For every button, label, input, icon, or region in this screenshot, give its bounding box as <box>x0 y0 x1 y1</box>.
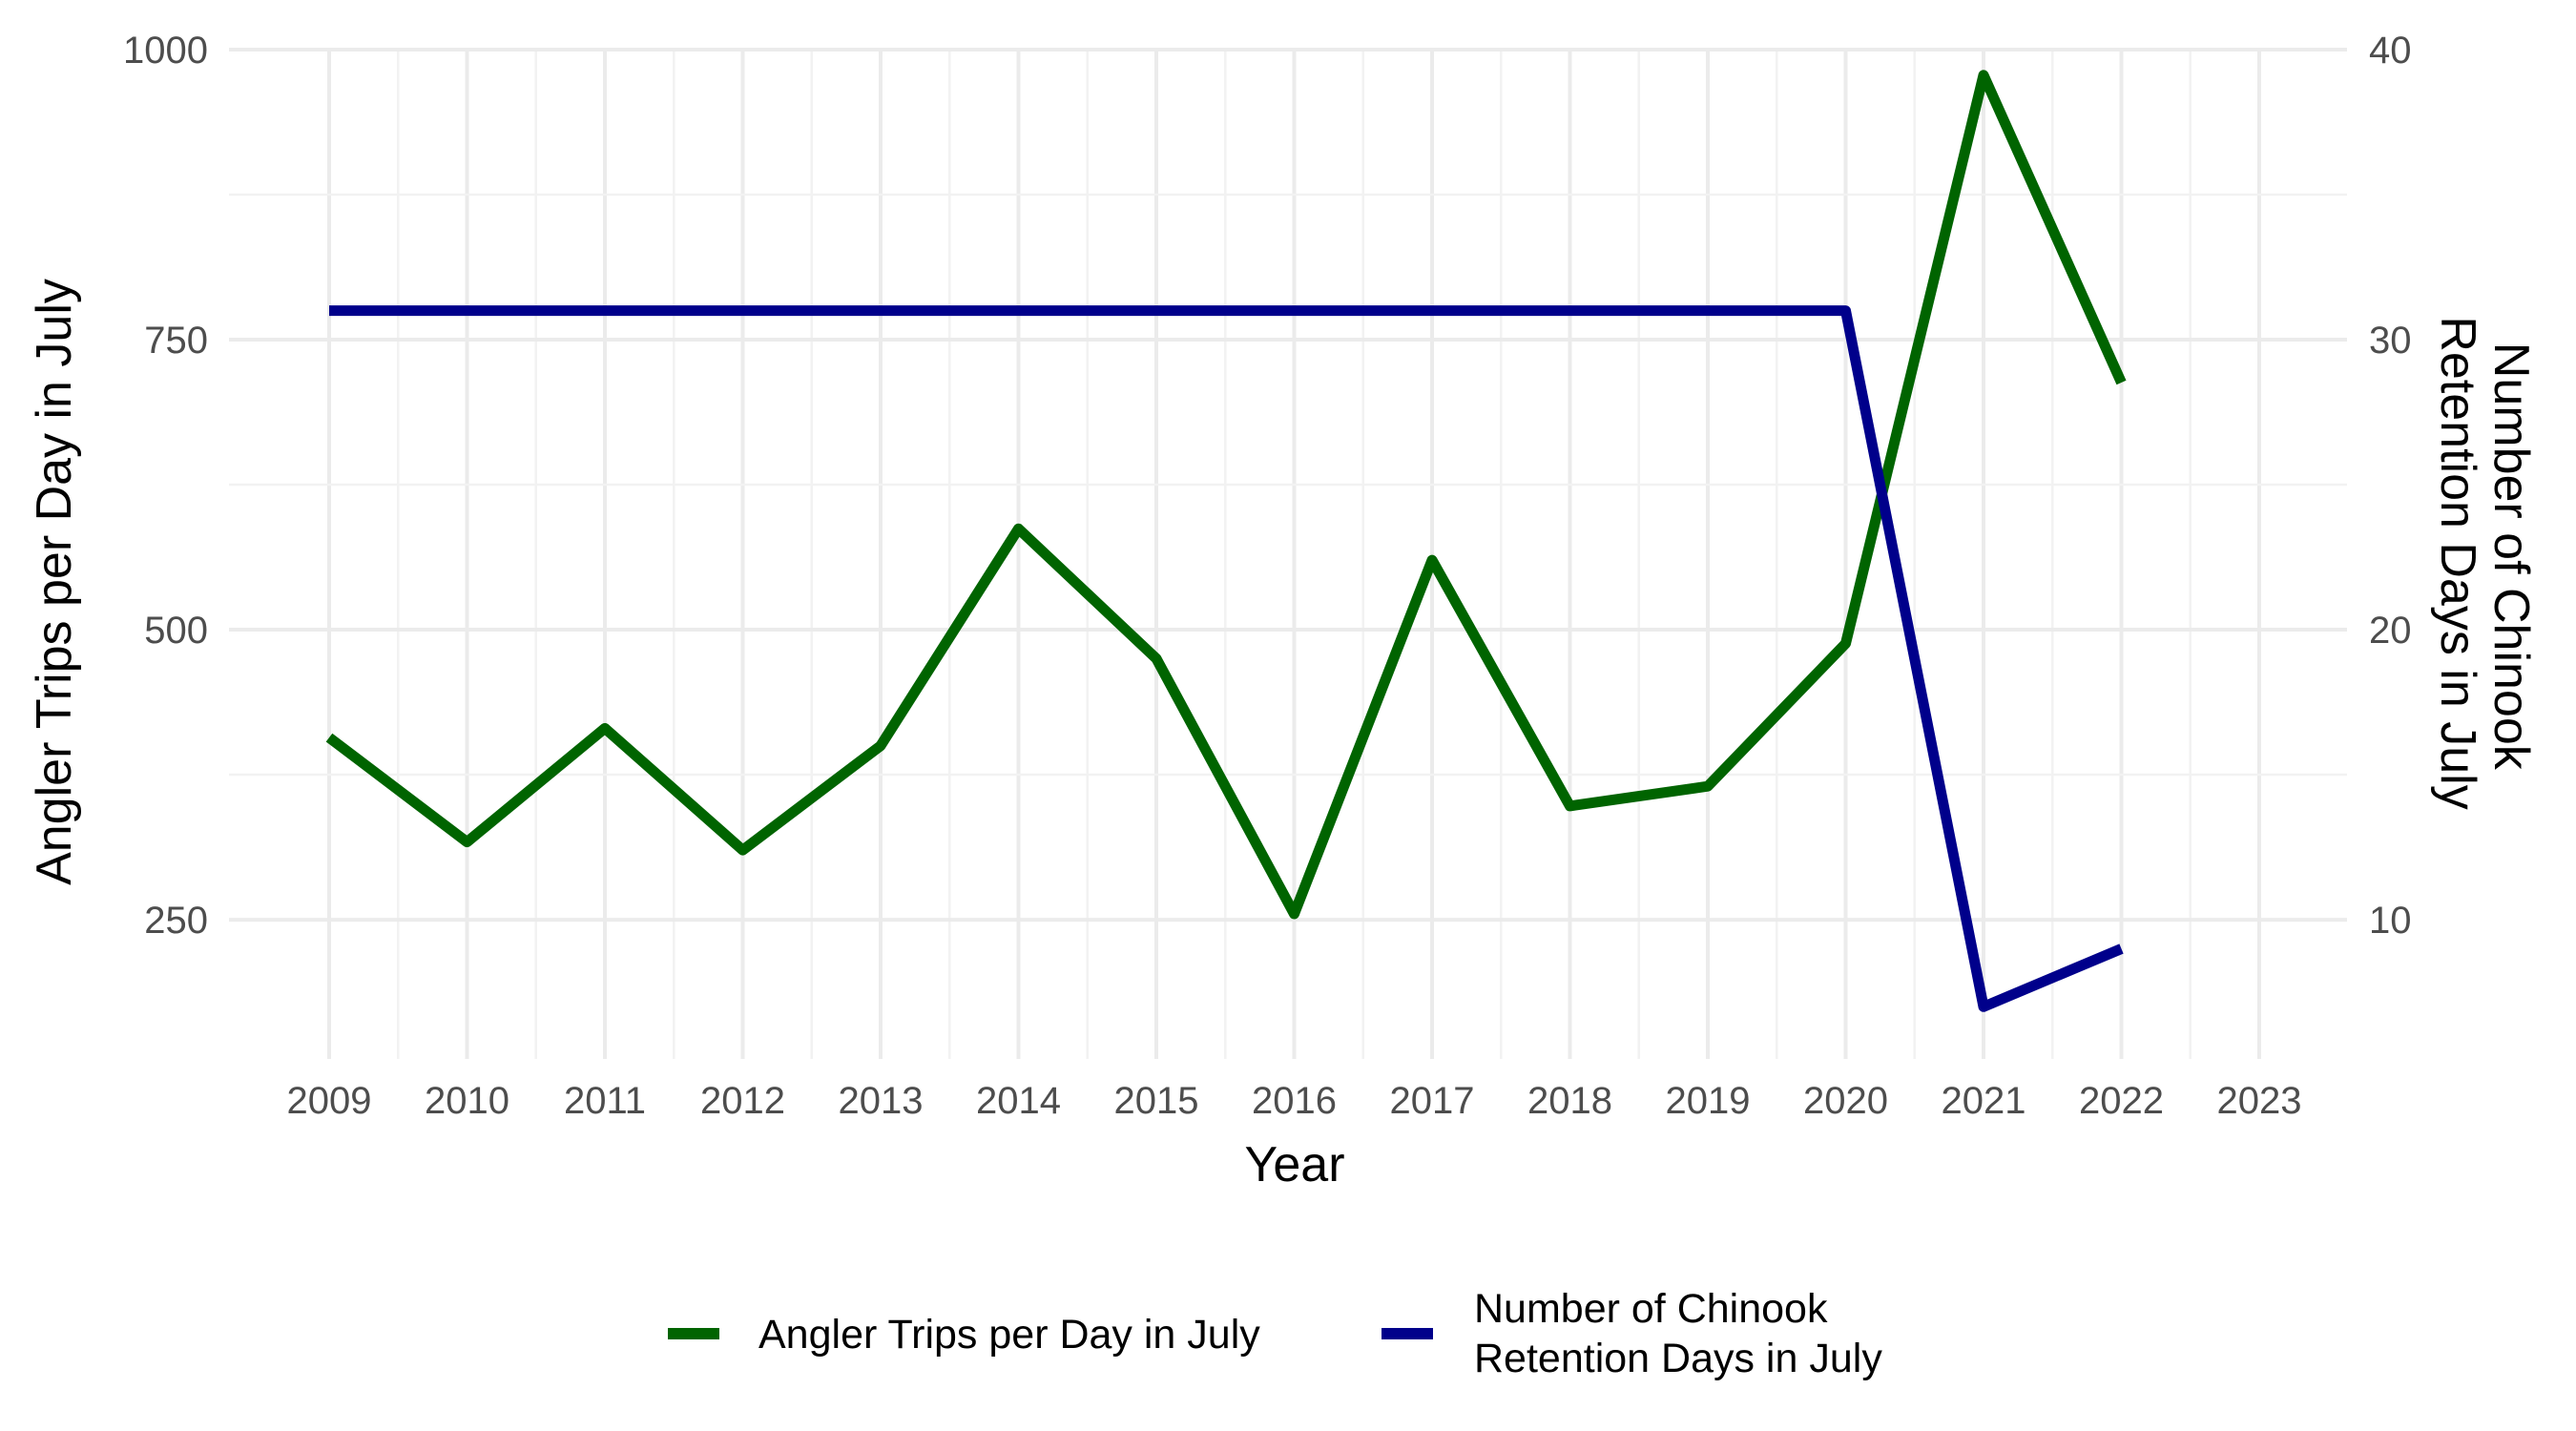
series-line-retention-days <box>329 305 2124 1012</box>
x-tick-label: 2013 <box>839 1080 924 1122</box>
legend-item-angler-trips: Angler Trips per Day in July <box>668 1312 1260 1358</box>
x-tick-label: 2011 <box>564 1080 646 1122</box>
legend-label-retention-days-line-2: Retention Days in July <box>1474 1336 1882 1381</box>
y-right-tick-label: 20 <box>2369 610 2412 652</box>
y-left-tick-label: 500 <box>144 610 208 652</box>
y-right-tick-label: 10 <box>2369 900 2412 942</box>
y-right-tick-label: 40 <box>2369 30 2412 72</box>
x-tick-label: 2010 <box>425 1080 509 1122</box>
legend-label-angler-trips: Angler Trips per Day in July <box>758 1312 1260 1358</box>
legend-label-retention-days-line-1: Number of Chinook <box>1474 1286 1828 1332</box>
x-tick-label: 2019 <box>1666 1080 1751 1122</box>
x-tick-label: 2018 <box>1527 1080 1612 1122</box>
y-left-tick-label: 750 <box>144 320 208 362</box>
y-axis-left-title: Angler Trips per Day in July <box>27 279 82 885</box>
x-tick-label: 2020 <box>1803 1080 1888 1122</box>
x-tick-label: 2009 <box>287 1080 372 1122</box>
y-left-tick-label: 250 <box>144 900 208 942</box>
x-tick-label: 2015 <box>1114 1080 1199 1122</box>
y-axis-right-title-line-2: Retention Days in July <box>2430 316 2485 809</box>
series-lines <box>325 70 2127 1012</box>
y-axis-right-title: Number of Chinook Retention Days in July <box>2430 316 2539 809</box>
x-tick-label: 2012 <box>700 1080 785 1122</box>
legend-label-retention-days: Number of Chinook Retention Days in July <box>1474 1286 1882 1381</box>
x-tick-label: 2016 <box>1252 1080 1337 1122</box>
x-tick-label: 2022 <box>2079 1080 2164 1122</box>
x-axis-title: Year <box>1244 1137 1344 1192</box>
legend-item-retention-days: Number of Chinook Retention Days in July <box>1381 1286 1882 1381</box>
y-axis-right-title-line-1: Number of Chinook <box>2483 342 2539 771</box>
tick-labels: 2009 2010 2011 2012 2013 2014 2015 2016 2017 2018… <box>123 30 2411 1122</box>
gridlines <box>229 48 2347 1059</box>
x-tick-label: 2017 <box>1390 1080 1475 1122</box>
x-tick-label: 2023 <box>2217 1080 2302 1122</box>
legend: Angler Trips per Day in July Number of C… <box>668 1286 1882 1381</box>
x-tick-label: 2014 <box>976 1080 1061 1122</box>
y-right-tick-label: 30 <box>2369 320 2412 362</box>
series-line-angler-trips <box>325 70 2127 920</box>
y-left-tick-label: 1000 <box>123 30 208 72</box>
x-tick-label: 2021 <box>1942 1080 2026 1122</box>
